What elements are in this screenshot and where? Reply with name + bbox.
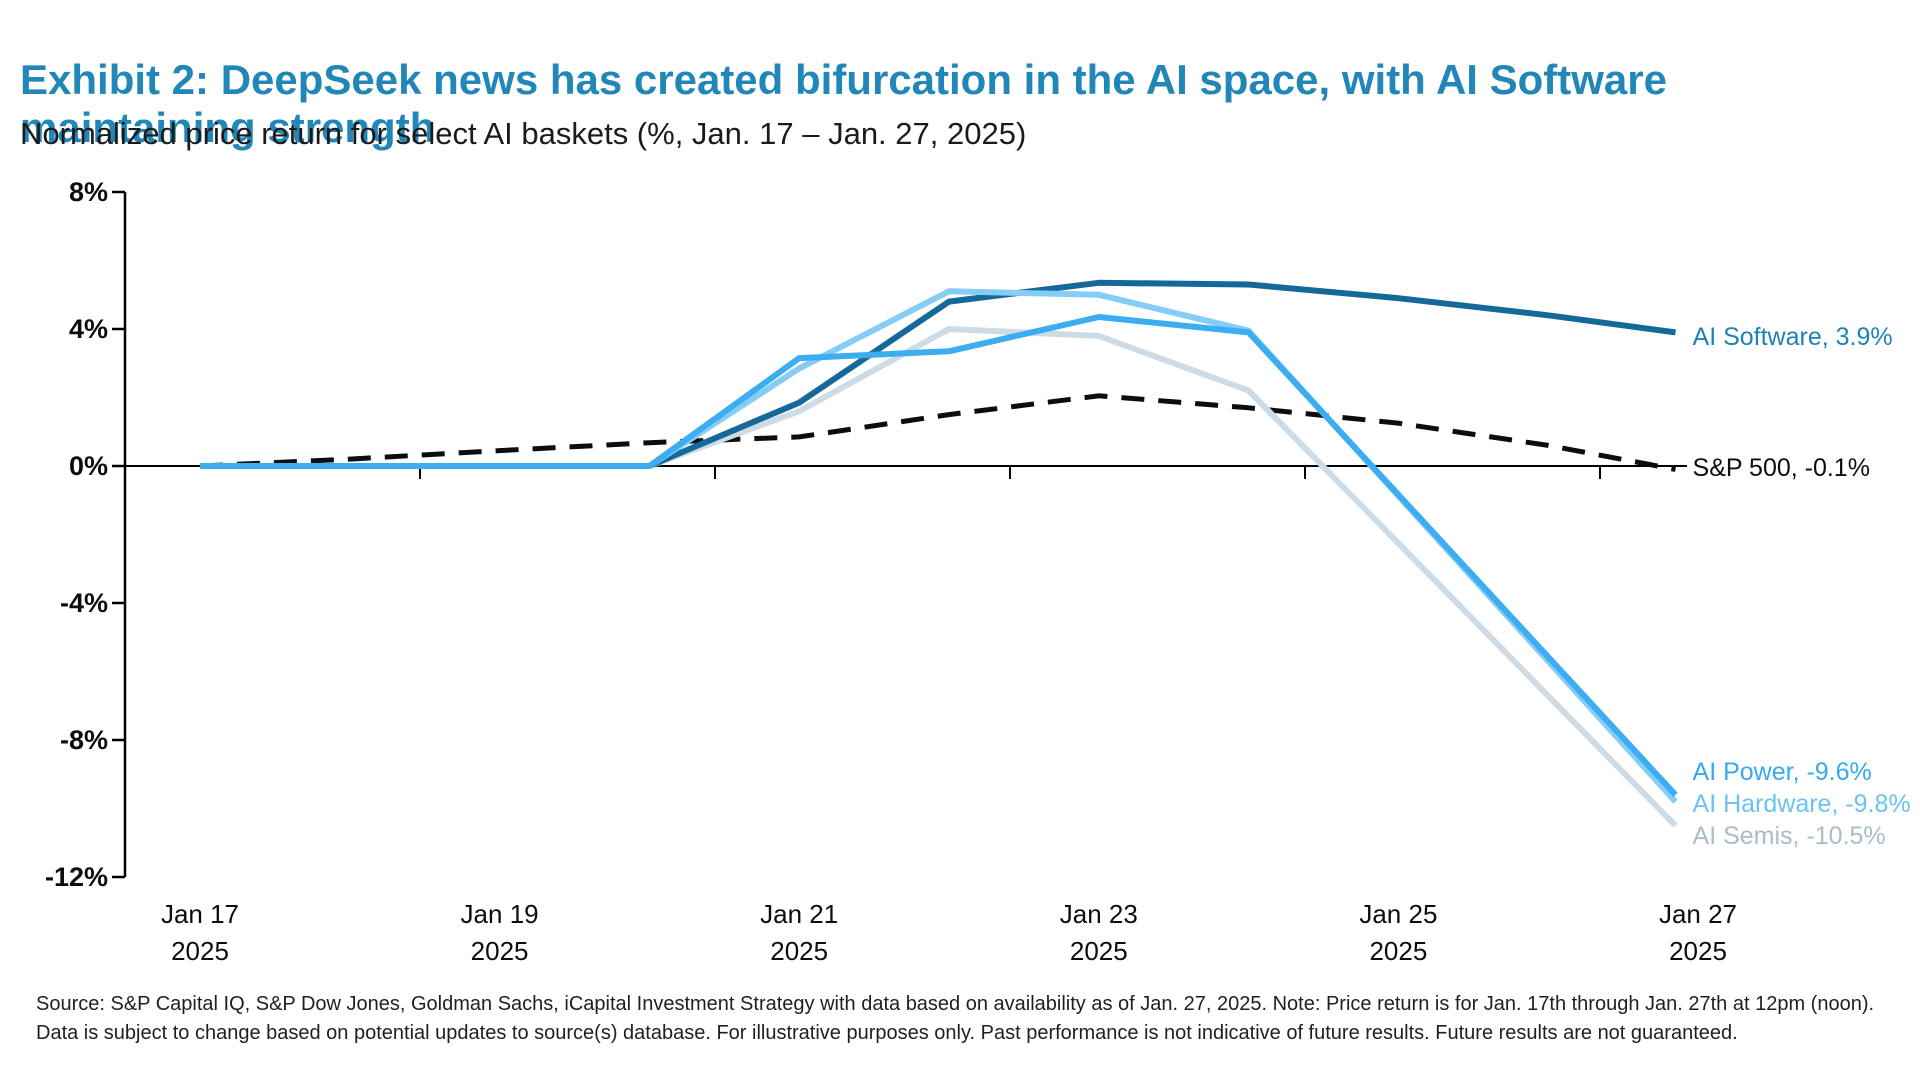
y-tick-label: 4% [68, 314, 108, 344]
series-label-ai-software: AI Software, 3.9% [1692, 323, 1893, 352]
series-label-sp500: S&P 500, -0.1% [1692, 454, 1870, 483]
chart-subtitle: Normalized price return for select AI ba… [20, 116, 1027, 151]
series-label-ai-semis: AI Semis, -10.5% [1692, 821, 1886, 850]
series-line-ai-power [200, 314, 1678, 797]
page-title: Exhibit 2: DeepSeek news has created bif… [20, 56, 1667, 152]
x-tick-label: Jan 17 2025 [160, 899, 240, 966]
y-tick-label: 0% [68, 451, 108, 481]
x-tick-label: Jan 21 2025 [760, 899, 839, 966]
series-label-ai-power: AI Power, -9.6% [1692, 757, 1872, 786]
series-line-ai-software [200, 279, 1676, 469]
y-tick-label: -12% [44, 862, 108, 892]
x-tick-label: Jan 27 2025 [1658, 899, 1738, 966]
x-tick-label: Jan 23 2025 [1059, 899, 1138, 966]
series-label-ai-hardware: AI Hardware, -9.8% [1692, 789, 1911, 818]
series-line-ai-semis [200, 326, 1678, 828]
y-tick-label: -8% [59, 725, 108, 755]
x-tick-label: Jan 25 2025 [1359, 899, 1438, 966]
series-line-sp500 [199, 393, 1676, 472]
y-tick-label: 8% [68, 177, 108, 207]
series-line-ai-hardware [200, 288, 1678, 804]
source-note: Source: S&P Capital IQ, S&P Dow Jones, G… [36, 993, 1875, 1044]
x-tick-label: Jan 19 2025 [460, 899, 539, 966]
y-tick-label: -4% [59, 588, 108, 618]
